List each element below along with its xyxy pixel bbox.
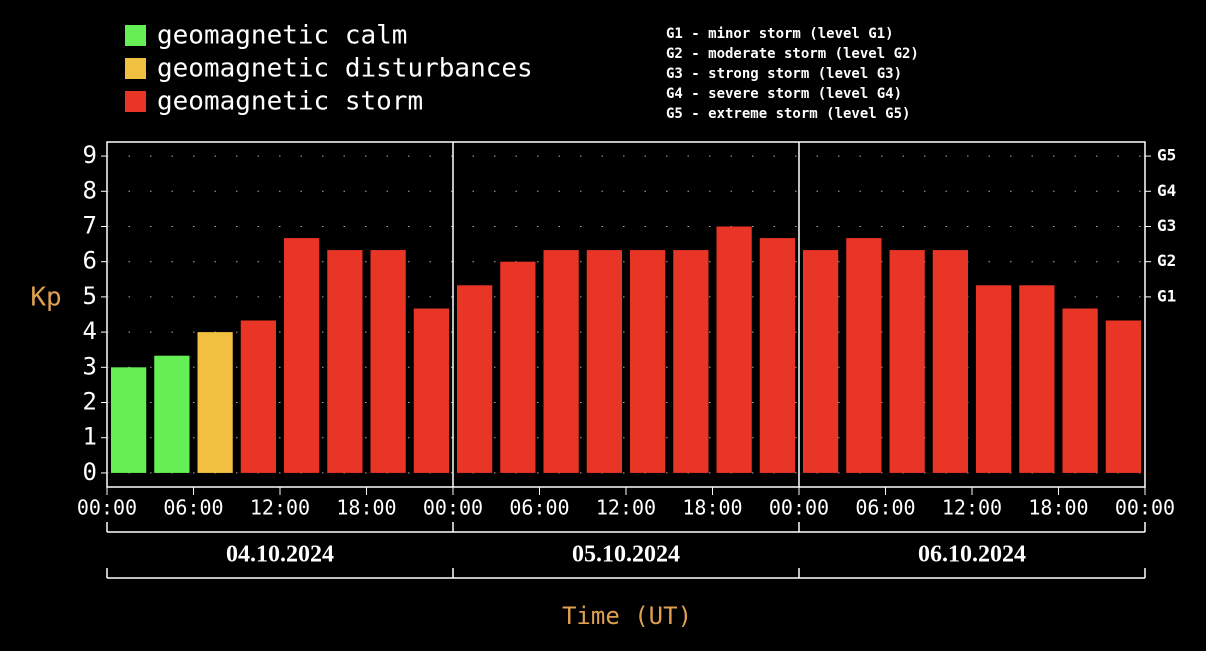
day-label: 06.10.2024 (918, 542, 1026, 568)
bar (370, 250, 406, 473)
x-tick-label: 18:00 (336, 496, 396, 520)
x-tick-label: 06:00 (509, 496, 569, 520)
bar (976, 285, 1012, 473)
x-tick-label: 00:00 (77, 496, 137, 520)
bar (154, 355, 190, 473)
y-tick-label: 0 (83, 458, 97, 486)
x-tick-label: 12:00 (596, 496, 656, 520)
x-axis-label: Time (UT) (562, 602, 692, 630)
storm-level: G4 - severe storm (level G4) (666, 86, 902, 102)
y2-tick-label: G1 (1157, 286, 1176, 305)
bar (500, 261, 536, 473)
y2-tick-label: G4 (1157, 181, 1176, 200)
x-tick-label: 00:00 (423, 496, 483, 520)
y2-tick-label: G2 (1157, 251, 1176, 270)
legend-label: geomagnetic disturbances (157, 54, 533, 84)
bar (1019, 285, 1055, 473)
y-tick-label: 7 (83, 211, 97, 239)
legend-swatch (125, 58, 146, 79)
bar (673, 250, 709, 473)
x-tick-label: 06:00 (163, 496, 223, 520)
bar (889, 250, 925, 473)
x-tick-label: 18:00 (682, 496, 742, 520)
bar (240, 320, 276, 473)
y-tick-label: 4 (83, 317, 97, 345)
legend-label: geomagnetic storm (157, 87, 423, 117)
y-tick-label: 6 (83, 247, 97, 275)
bar (803, 250, 839, 473)
storm-level: G2 - moderate storm (level G2) (666, 46, 919, 62)
storm-level: G5 - extreme storm (level G5) (666, 106, 910, 122)
bar (543, 250, 579, 473)
x-tick-label: 00:00 (769, 496, 829, 520)
bar (846, 238, 882, 473)
y-tick-label: 1 (83, 423, 97, 451)
bar (630, 250, 666, 473)
bar (111, 367, 147, 473)
bar (327, 250, 363, 473)
bar (932, 250, 968, 473)
legend-swatch (125, 25, 146, 46)
x-tick-label: 12:00 (942, 496, 1002, 520)
storm-level: G1 - minor storm (level G1) (666, 26, 894, 42)
y2-tick-label: G5 (1157, 146, 1176, 165)
bar (284, 238, 320, 473)
bar (1062, 308, 1098, 473)
bar (586, 250, 622, 473)
day-label: 04.10.2024 (226, 542, 334, 568)
x-tick-label: 00:00 (1115, 496, 1175, 520)
legend-swatch (125, 91, 146, 112)
y-tick-label: 5 (83, 282, 97, 310)
x-tick-label: 06:00 (855, 496, 915, 520)
y-tick-label: 8 (83, 176, 97, 204)
y-axis-label: Kp (30, 283, 61, 313)
x-tick-label: 18:00 (1028, 496, 1088, 520)
y-tick-label: 9 (83, 141, 97, 169)
bar (197, 332, 233, 473)
bar (457, 285, 493, 473)
y-tick-label: 2 (83, 388, 97, 416)
bar (716, 226, 752, 473)
legend-label: geomagnetic calm (157, 21, 407, 51)
bar (1105, 320, 1141, 473)
storm-level: G3 - strong storm (level G3) (666, 66, 902, 82)
day-label: 05.10.2024 (572, 542, 680, 568)
y2-tick-label: G3 (1157, 216, 1176, 235)
bar (413, 308, 449, 473)
bar (759, 238, 795, 473)
y-tick-label: 3 (83, 352, 97, 380)
x-tick-label: 12:00 (250, 496, 310, 520)
